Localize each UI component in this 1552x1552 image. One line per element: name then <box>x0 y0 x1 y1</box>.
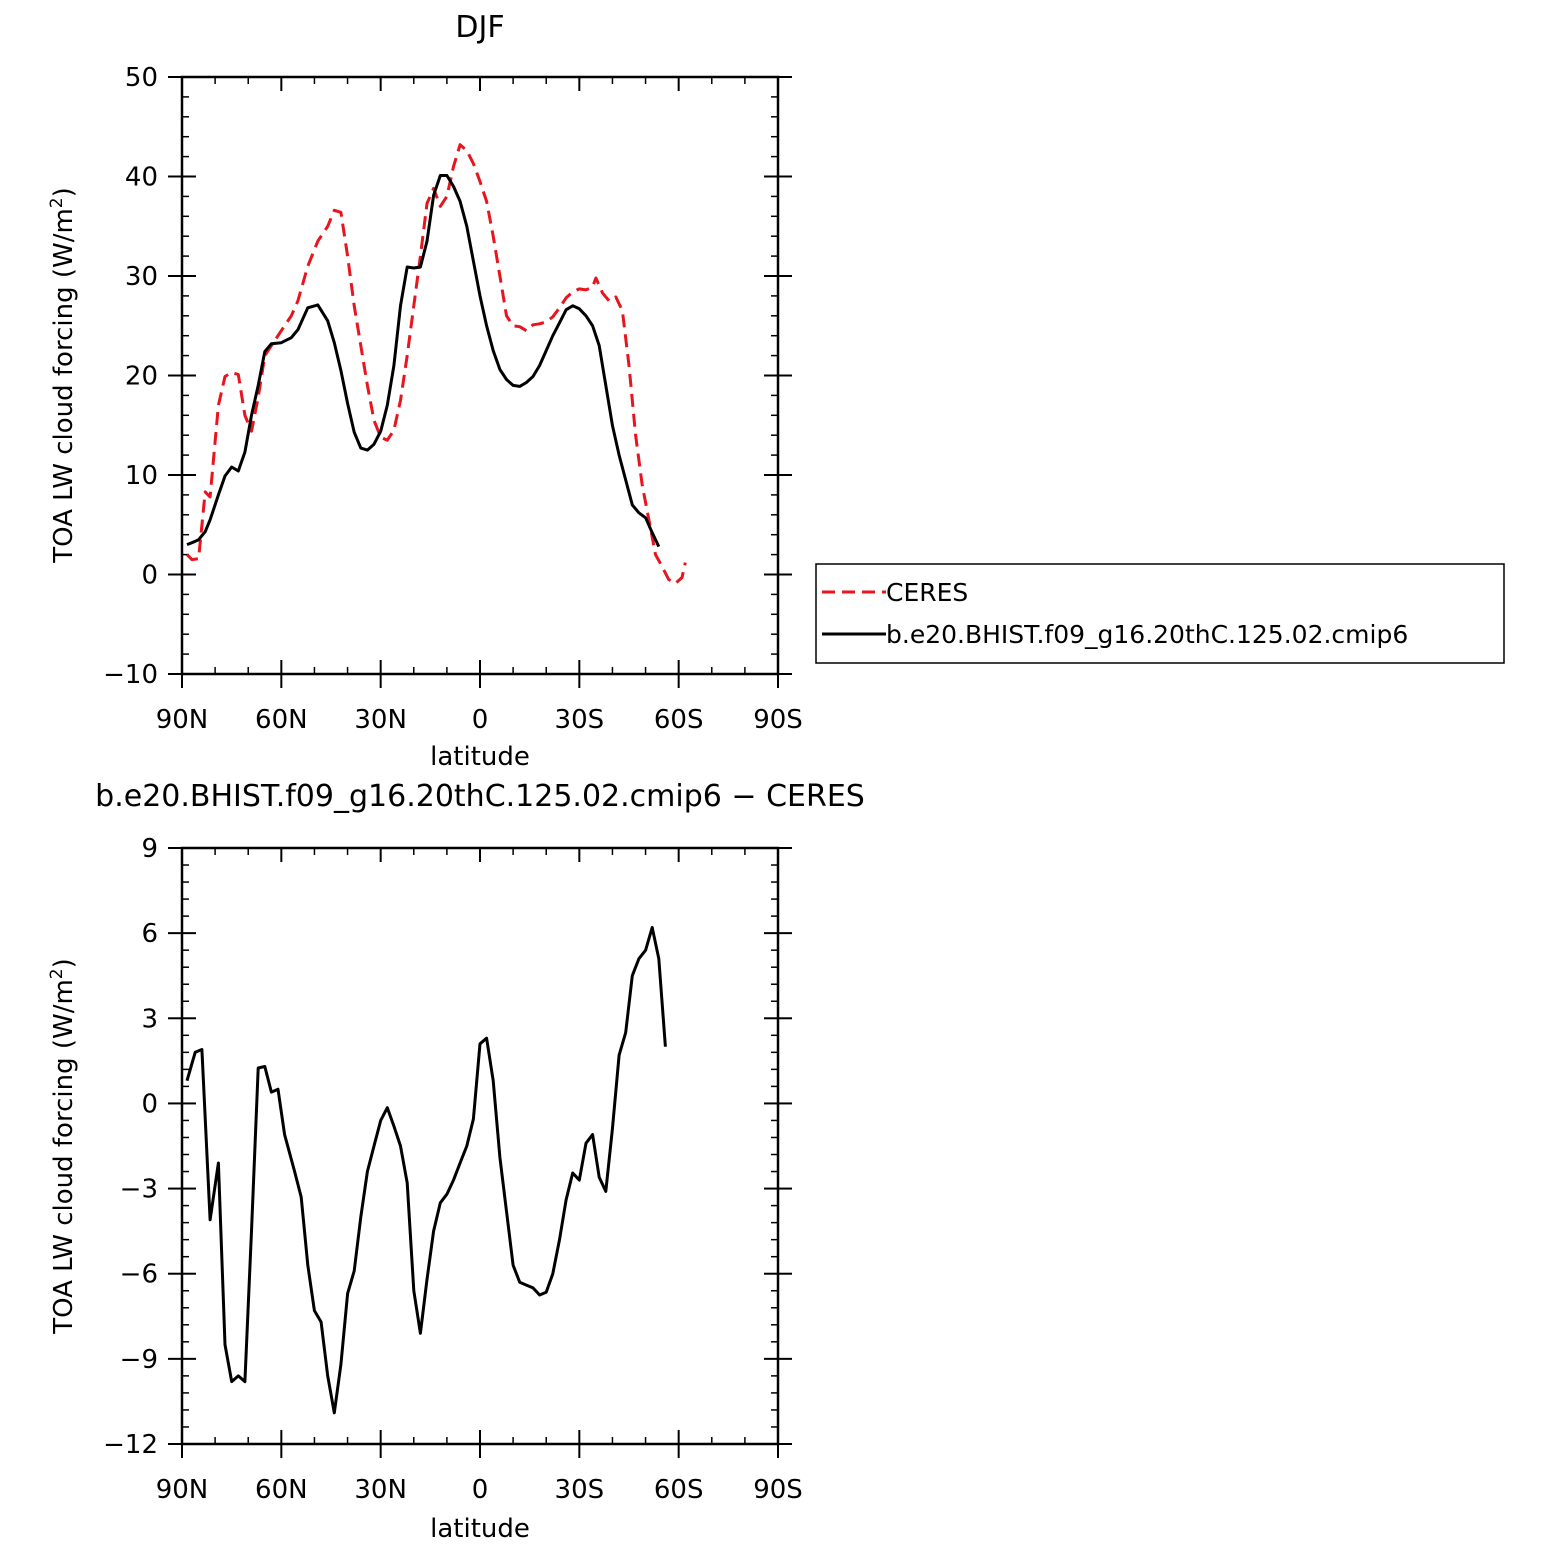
top-y-tick-label: −10 <box>103 660 158 690</box>
top-panel: DJF −10 0 10 20 30 40 50 90N 60N 30N 0 30S 60S 90S l… <box>47 10 1505 772</box>
bottom-y-tick-label: 6 <box>141 919 158 949</box>
top-y-tick-label: 50 <box>125 63 158 93</box>
bottom-y-tick-label: 0 <box>141 1089 158 1119</box>
top-y-tick-label: 20 <box>125 362 158 392</box>
top-plot-frame <box>180 75 780 676</box>
bottom-series <box>185 926 667 1415</box>
top-x-tick-label: 60S <box>654 705 704 735</box>
bottom-x-tick-label: 0 <box>472 1475 489 1505</box>
top-x-axis-label: latitude <box>430 742 530 772</box>
bottom-x-tick-label: 30S <box>555 1475 605 1505</box>
top-x-tick-label: 30S <box>555 705 605 735</box>
bottom-y-tick-label: 9 <box>141 834 158 864</box>
bottom-y-tick-label: −9 <box>120 1345 158 1375</box>
bottom-y-ticks: −12 −9 −6 −3 0 3 6 9 <box>103 834 792 1460</box>
top-y-tick-label: 10 <box>125 461 158 491</box>
bottom-y-tick-label: −3 <box>120 1175 158 1205</box>
top-x-tick-label: 90N <box>156 705 209 735</box>
top-y-axis-label: TOA LW cloud forcing (W/m2) <box>47 187 79 564</box>
top-x-ticks: 90N 60N 30N 0 30S 60S 90S <box>156 77 803 735</box>
top-series-line-0 <box>185 143 687 585</box>
legend-box <box>815 563 1505 664</box>
bottom-x-tick-label: 30N <box>354 1475 407 1505</box>
top-y-tick-label: 30 <box>125 262 158 292</box>
legend: CERES b.e20.BHIST.f09_g16.20thC.125.02.c… <box>815 563 1505 664</box>
bottom-series-line-0 <box>185 926 667 1415</box>
bottom-panel: b.e20.BHIST.f09_g16.20thC.125.02.cmip6 −… <box>47 779 865 1544</box>
top-y-tick-label: 0 <box>141 561 158 591</box>
legend-ceres-label: CERES <box>886 578 968 607</box>
legend-model-label: b.e20.BHIST.f09_g16.20thC.125.02.cmip6 <box>886 620 1408 649</box>
bottom-x-ticks: 90N 60N 30N 0 30S 60S 90S <box>156 848 803 1505</box>
bottom-y-axis-label: TOA LW cloud forcing (W/m2) <box>47 958 79 1335</box>
bottom-x-tick-label: 90N <box>156 1475 209 1505</box>
top-y-tick-label: 40 <box>125 163 158 193</box>
bottom-x-tick-label: 60N <box>255 1475 308 1505</box>
bottom-x-tick-label: 90S <box>753 1475 803 1505</box>
top-panel-title: DJF <box>455 10 504 45</box>
bottom-y-tick-label: −12 <box>103 1430 158 1460</box>
top-x-tick-label: 0 <box>472 705 489 735</box>
top-y-ticks: −10 0 10 20 30 40 50 <box>103 63 792 690</box>
top-x-tick-label: 90S <box>753 705 803 735</box>
bottom-panel-title: b.e20.BHIST.f09_g16.20thC.125.02.cmip6 −… <box>95 779 865 814</box>
bottom-y-tick-label: −6 <box>120 1260 158 1290</box>
bottom-x-tick-label: 60S <box>654 1475 704 1505</box>
top-x-tick-label: 60N <box>255 705 308 735</box>
top-x-tick-label: 30N <box>354 705 407 735</box>
bottom-x-axis-label: latitude <box>430 1514 530 1544</box>
top-series-line-1 <box>186 174 661 548</box>
bottom-y-tick-label: 3 <box>141 1004 158 1034</box>
top-series <box>185 143 687 585</box>
bottom-plot-frame <box>180 846 780 1446</box>
